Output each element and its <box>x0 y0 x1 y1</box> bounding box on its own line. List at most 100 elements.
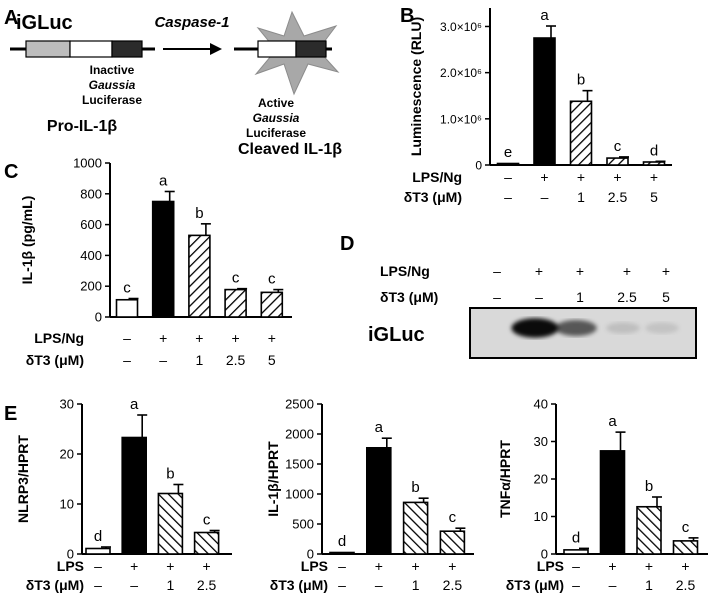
bar <box>533 37 556 166</box>
y-tick-label: 10 <box>534 509 548 524</box>
significance-letter: c <box>614 138 622 155</box>
bar <box>563 549 589 555</box>
inactive-label: Inactive <box>90 63 135 77</box>
y-tick-label: 10 <box>60 497 74 512</box>
chart-panel-e-nlrp3: 0 10 20 30 NLRP3/HPRT d – – a + – b +1 c +2.5 LPS δT3 (μ… <box>15 396 232 593</box>
y-tick-label: 0 <box>67 547 74 562</box>
blot-row1-value: + <box>576 263 584 279</box>
blot-band <box>606 322 640 334</box>
blot-band-label: iGLuc <box>368 324 425 346</box>
condition-label-row2: δT3 (μM) <box>404 189 462 205</box>
condition-value-row1: + <box>650 169 658 185</box>
pro-il1b-label: Pro-IL-1β <box>47 118 117 135</box>
bar <box>151 200 175 318</box>
significance-letter: b <box>411 479 419 496</box>
significance-letter: d <box>650 142 658 159</box>
condition-value-row1: + <box>130 558 138 574</box>
bar <box>672 540 699 555</box>
condition-value-row1: + <box>613 169 621 185</box>
bar <box>599 450 626 555</box>
bar <box>224 288 247 318</box>
bar <box>157 492 184 555</box>
condition-value-row1: + <box>375 558 383 574</box>
luciferase-block <box>111 40 143 58</box>
bar <box>636 505 662 555</box>
condition-value-row1: + <box>681 558 689 574</box>
y-tick-label: 30 <box>534 434 548 449</box>
condition-value-row2: 2.5 <box>608 189 628 205</box>
significance-letter: b <box>195 205 203 222</box>
construct-title: iGLuc <box>16 12 73 34</box>
condition-value-row1: + <box>412 558 420 574</box>
condition-value-row1: + <box>195 330 203 346</box>
y-tick-label: 20 <box>60 447 74 462</box>
condition-value-row2: 1 <box>196 352 204 368</box>
condition-value-row2: – <box>541 189 549 205</box>
blot-row2-value: 1 <box>576 289 584 305</box>
y-tick-label: 2.0×10⁶ <box>440 66 482 80</box>
panel-e-letter: E <box>4 403 17 425</box>
chart-panel-b: 0 1.0×10⁶ 2.0×10⁶ 3.0×10⁶ Luminescence (RLU)… <box>404 7 672 205</box>
panel-d-letter: D <box>340 233 354 255</box>
condition-value-row2: 1 <box>167 577 175 593</box>
bar <box>402 501 429 555</box>
y-tick-label: 2500 <box>285 397 314 412</box>
bar <box>642 161 666 166</box>
y-axis-title: IL-1β (pg/mL) <box>19 196 35 285</box>
bar <box>439 530 466 555</box>
condition-value-row2: 2.5 <box>197 577 217 593</box>
y-axis-title: IL-1β/HPRT <box>265 441 281 517</box>
significance-letter: c <box>268 271 276 288</box>
y-tick-label: 0 <box>95 310 102 325</box>
bar <box>121 436 147 555</box>
y-tick-label: 1500 <box>285 457 314 472</box>
y-axis-title: Luminescence (RLU) <box>408 17 424 156</box>
condition-value-row2: 5 <box>650 189 658 205</box>
blot-row2-value: 2.5 <box>617 289 637 305</box>
y-tick-label: 1.0×10⁶ <box>440 112 482 126</box>
cleaved-mature-block <box>257 40 297 58</box>
bar <box>193 531 220 555</box>
chart-panel-e-tnfa: 0 10 20 30 40 TNFα/HPRT d – – a + – b +1 c +2.5 LPS δT3 (… <box>497 397 708 593</box>
significance-letter: b <box>645 478 653 495</box>
condition-label-row2: δT3 (μM) <box>270 577 328 593</box>
panel-b-letter: B <box>400 5 414 27</box>
blot-row1-label: LPS/Ng <box>380 263 430 279</box>
y-tick-label: 0 <box>541 547 548 562</box>
condition-value-row1: – <box>572 558 580 574</box>
cleaved-construct-diagram <box>234 10 340 96</box>
cleaved-il1b-label: Cleaved IL-1β <box>238 141 342 158</box>
condition-value-row2: 1 <box>577 189 585 205</box>
bar <box>606 157 629 166</box>
y-tick-label: 0 <box>307 547 314 562</box>
bar <box>85 547 111 555</box>
chart-panel-c: 0 200 400 600 800 1000 IL-1β (pg/mL) c – – a + – b +1 c… <box>19 156 292 368</box>
condition-value-row2: 1 <box>412 577 420 593</box>
blot-lanes <box>511 318 679 338</box>
y-tick-label: 2000 <box>285 427 314 442</box>
panel-c-letter: C <box>4 161 18 183</box>
condition-value-row1: – <box>504 169 512 185</box>
panel-d: LPS/Ng δT3 (μM) iGLuc – – + – +1 +2.5 +5 <box>368 263 697 359</box>
blot-row1-value: + <box>662 263 670 279</box>
blot-row2-value: 5 <box>662 289 670 305</box>
condition-value-row1: + <box>608 558 616 574</box>
panel-a-letter: A <box>4 7 18 29</box>
blot-row2-value: – <box>493 289 501 305</box>
pro-domain-block <box>25 40 71 58</box>
condition-value-row1: + <box>203 558 211 574</box>
y-tick-label: 400 <box>80 248 102 263</box>
y-tick-label: 800 <box>80 186 102 201</box>
condition-value-row2: 2.5 <box>443 577 463 593</box>
condition-value-row1: + <box>577 169 585 185</box>
condition-value-row2: – <box>94 577 102 593</box>
significance-letter: a <box>130 396 139 413</box>
significance-letter: b <box>577 72 585 89</box>
active-label: Active <box>258 96 294 110</box>
y-tick-label: 20 <box>534 472 548 487</box>
blot-row2-label: δT3 (μM) <box>380 289 438 305</box>
condition-label-row1: LPS <box>301 558 328 574</box>
y-tick-label: 0 <box>475 159 482 173</box>
significance-letter: d <box>338 533 346 550</box>
condition-value-row1: + <box>540 169 548 185</box>
